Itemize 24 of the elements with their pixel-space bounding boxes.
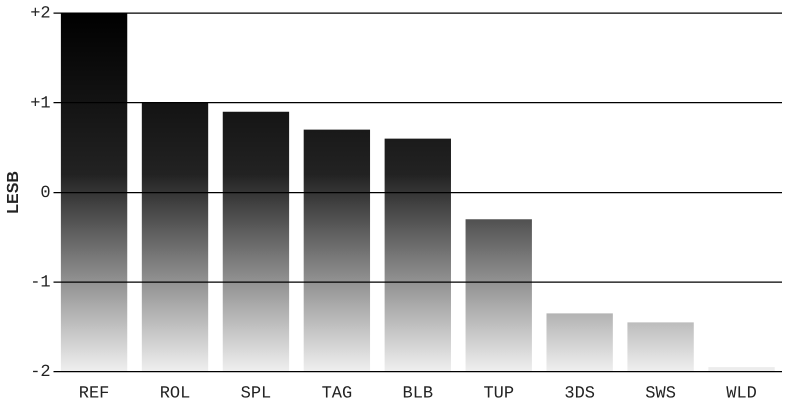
bar [60,13,128,372]
bar [627,322,694,372]
y-tick-label: +1 [30,94,51,114]
x-tick-label: WLD [726,384,757,404]
bar [304,130,370,372]
y-axis-title: LESB [5,171,22,214]
y-tick-label: -2 [30,363,51,382]
bar [222,112,290,372]
x-tick-label: BLB [402,384,434,404]
bar [546,313,613,372]
bar [142,102,208,372]
x-tick-label: SWS [645,384,676,404]
y-tick-label: +2 [30,4,51,24]
x-tick-label: TAG [322,384,352,404]
x-tick-label: 3DS [564,384,595,404]
x-tick-label: TUP [483,384,514,404]
bar [384,138,451,372]
bar [466,219,532,372]
y-tick-label: -1 [30,274,51,292]
x-tick-label: REF [78,384,110,404]
x-tick-label: ROL [160,384,190,404]
x-tick-label: SPL [240,384,272,404]
y-tick-label: 0 [40,184,51,203]
bar [708,367,775,372]
